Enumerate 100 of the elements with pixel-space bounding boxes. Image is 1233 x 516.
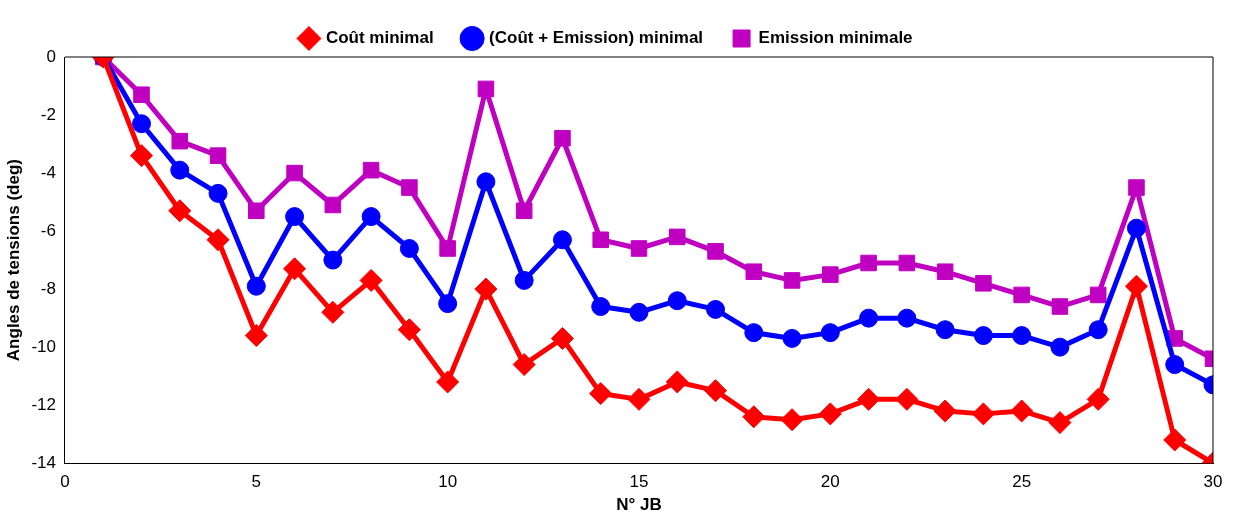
- point: [1163, 428, 1187, 452]
- point: [782, 328, 802, 348]
- point: [285, 207, 305, 227]
- point: [132, 114, 152, 134]
- point: [898, 254, 916, 272]
- point: [1088, 320, 1108, 340]
- point: [514, 270, 534, 290]
- x-tick-label: 0: [60, 472, 70, 492]
- point: [246, 276, 266, 296]
- point: [1013, 286, 1030, 304]
- point: [860, 254, 877, 272]
- point: [552, 230, 572, 250]
- point: [933, 399, 957, 423]
- point: [1012, 326, 1032, 346]
- point: [820, 323, 840, 343]
- y-tick-label: -4: [40, 162, 56, 182]
- point: [361, 207, 381, 227]
- point: [439, 240, 456, 257]
- point: [936, 263, 954, 280]
- point: [321, 300, 345, 324]
- point: [171, 132, 189, 150]
- point: [512, 353, 536, 377]
- point: [324, 196, 342, 214]
- point: [895, 387, 919, 411]
- point: [591, 297, 611, 317]
- point: [1124, 274, 1148, 298]
- point: [362, 161, 380, 179]
- point: [1048, 411, 1072, 435]
- point: [707, 243, 724, 260]
- legend-label: Coût minimal: [325, 28, 434, 48]
- point: [668, 228, 686, 246]
- point: [818, 402, 842, 426]
- y-axis-title: Angles de tensions (deg): [3, 159, 23, 362]
- point: [323, 250, 343, 270]
- point: [971, 402, 995, 426]
- y-tick-label: -2: [40, 104, 56, 124]
- y-tick-label: -6: [40, 220, 56, 240]
- x-tick-label: 10: [438, 472, 458, 492]
- point: [399, 238, 419, 258]
- x-tick-label: 25: [1012, 472, 1032, 492]
- point: [209, 147, 227, 164]
- point: [592, 231, 609, 249]
- point: [554, 129, 571, 147]
- point: [897, 308, 917, 328]
- point: [742, 405, 766, 429]
- point: [1089, 286, 1107, 304]
- point: [745, 263, 763, 280]
- point: [589, 382, 613, 406]
- point: [550, 326, 574, 350]
- point: [629, 302, 649, 322]
- legend-label: (Coût + Emission) minimal: [489, 28, 704, 48]
- point: [283, 257, 307, 281]
- x-tick-label: 30: [1203, 472, 1223, 492]
- y-tick-label: -12: [31, 394, 56, 414]
- point: [857, 387, 881, 411]
- point: [780, 408, 804, 432]
- point: [973, 326, 993, 346]
- point: [438, 294, 458, 314]
- x-tick-label: 5: [251, 472, 262, 492]
- x-axis-title: N° JB: [616, 495, 662, 515]
- point: [1126, 218, 1146, 238]
- point: [1010, 399, 1034, 423]
- point: [206, 228, 230, 252]
- legend-label: Emission minimale: [758, 28, 913, 48]
- point: [1051, 298, 1069, 315]
- point: [859, 308, 879, 328]
- x-tick-label: 20: [820, 472, 840, 492]
- point: [1050, 337, 1070, 357]
- y-tick-label: -8: [40, 278, 56, 298]
- point: [1086, 387, 1110, 411]
- point: [706, 299, 726, 319]
- point: [975, 275, 992, 292]
- point: [704, 379, 728, 403]
- point: [208, 183, 228, 203]
- point: [783, 272, 801, 289]
- y-tick-label: 0: [46, 46, 56, 66]
- point: [359, 268, 383, 292]
- point: [244, 324, 268, 348]
- point: [667, 291, 687, 311]
- point: [130, 144, 154, 168]
- point: [397, 318, 421, 342]
- point: [436, 370, 460, 394]
- y-tick-label: -10: [31, 336, 56, 356]
- y-tick-label: -14: [31, 452, 56, 472]
- point: [170, 160, 190, 180]
- point: [474, 277, 498, 301]
- point: [935, 320, 955, 340]
- point: [133, 86, 150, 103]
- point: [744, 323, 764, 343]
- point: [822, 266, 839, 283]
- point: [515, 202, 533, 220]
- point: [248, 202, 265, 220]
- point: [627, 387, 651, 411]
- point: [286, 164, 303, 182]
- x-tick-label: 15: [629, 472, 649, 492]
- point: [401, 179, 418, 196]
- point: [1128, 179, 1145, 196]
- point: [477, 80, 495, 98]
- point: [665, 370, 689, 394]
- point: [630, 240, 648, 257]
